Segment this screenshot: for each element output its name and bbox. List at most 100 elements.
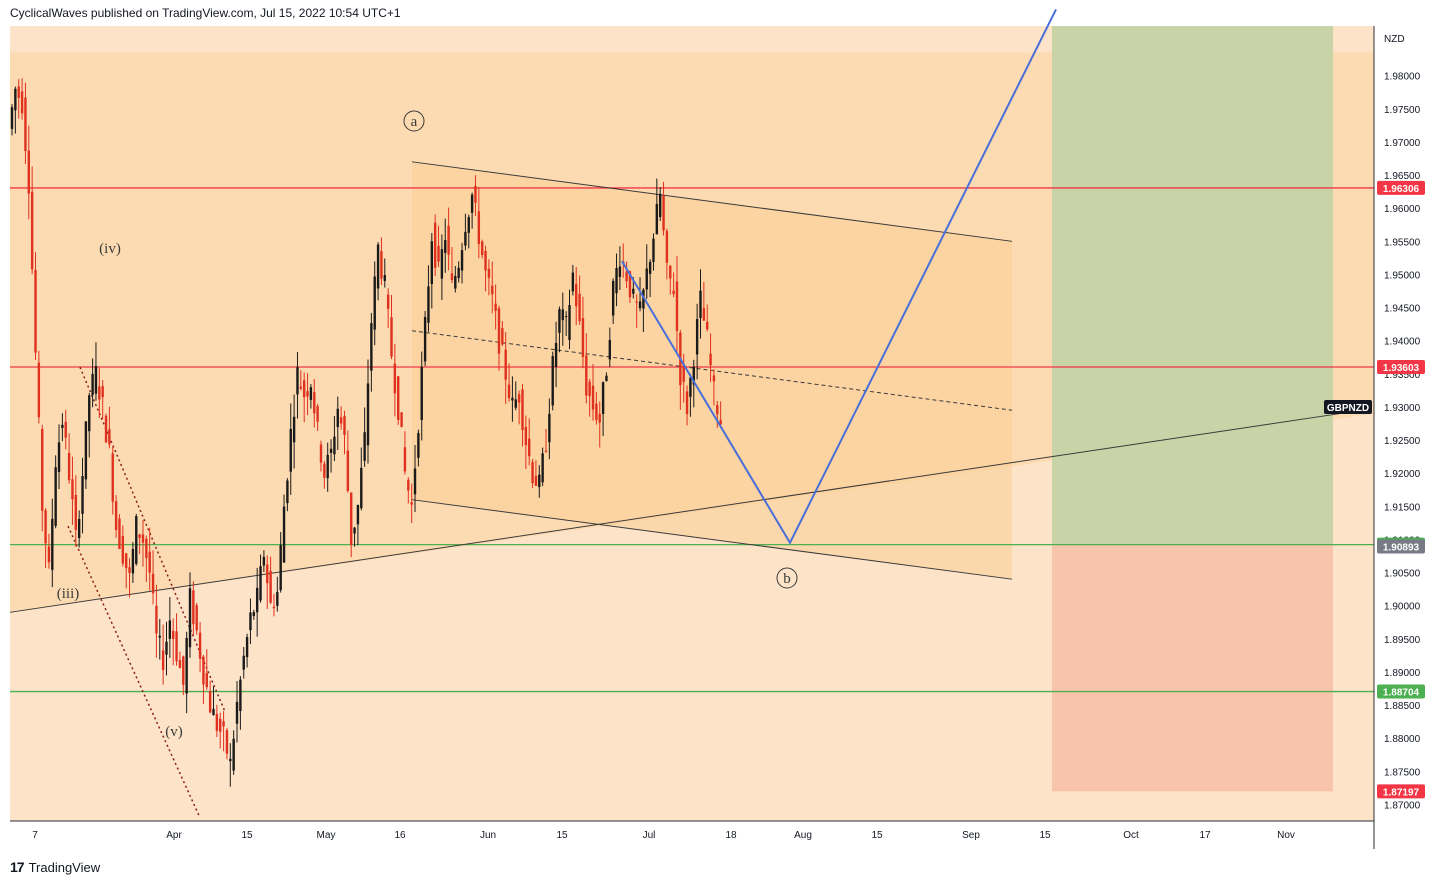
brand-name: TradingView [28, 859, 101, 875]
candle-body [561, 309, 564, 321]
price-badge [1377, 784, 1425, 799]
candle-body [558, 309, 561, 333]
candle-body [417, 433, 420, 458]
candle-body [531, 462, 534, 484]
candle-body [64, 421, 67, 438]
price-tick-label: 1.92000 [1384, 469, 1421, 480]
candle-body [628, 271, 632, 298]
candle-body [474, 185, 477, 203]
candle-body [692, 366, 695, 385]
candle-body [262, 556, 266, 566]
candle-body [632, 288, 635, 294]
candle-body [380, 251, 383, 279]
candle-body [286, 480, 289, 504]
candle-body [202, 656, 205, 685]
candle-body [44, 510, 47, 544]
candle-body [712, 375, 716, 382]
candle-body [575, 283, 578, 307]
candle-body [360, 467, 363, 509]
price-tick-label: 1.90000 [1384, 602, 1421, 613]
price-tick-label: 1.92500 [1384, 436, 1421, 447]
candle-body [595, 403, 598, 421]
candle-body [292, 416, 296, 443]
time-tick-label: 15 [556, 830, 568, 841]
currency-label: NZD [1384, 34, 1405, 45]
candle-body [302, 380, 306, 398]
projection-path [621, 8, 1057, 545]
candle-body [235, 701, 239, 724]
candle-body [14, 88, 17, 111]
time-axis[interactable]: 7 Apr 15 May 16 Jun 15 Jul 18 Aug 15 Sep 15 Oct 17 Nov [10, 820, 1374, 841]
time-tick-label: Jun [480, 830, 496, 841]
price-tick-label: 1.94000 [1384, 337, 1421, 348]
candle-body [524, 426, 528, 446]
candle-body [242, 655, 245, 670]
candle-body [108, 429, 111, 445]
candle-body [339, 417, 343, 424]
candle-body [615, 267, 618, 294]
time-tick-label: May [317, 830, 336, 841]
candle-body [269, 570, 272, 603]
candle-body [299, 386, 303, 389]
candle-body [178, 660, 182, 668]
channel-upper-line [411, 161, 1013, 242]
profit-zone [1052, 26, 1333, 545]
price-tick-label: 1.93500 [1384, 370, 1421, 381]
wave-circle [776, 567, 798, 589]
symbol-badge [1324, 399, 1372, 414]
channel-mid-line [411, 330, 1013, 411]
candle-body [329, 448, 333, 453]
candle-body [215, 714, 219, 731]
time-tick-label: 15 [241, 830, 253, 841]
tradingview-brand[interactable]: 17 TradingView [10, 858, 100, 876]
candle-body [501, 328, 504, 345]
price-badge [1377, 359, 1425, 374]
candle-body [57, 442, 61, 472]
candle-body [685, 391, 689, 415]
candle-body [27, 150, 30, 194]
price-axis[interactable]: NZD 1.98000 1.97500 1.97000 1.96500 1.96000 1.… [1373, 26, 1421, 849]
position-zones [1052, 26, 1333, 792]
candle-body [212, 708, 215, 715]
candle-body [74, 495, 78, 530]
candle-body [370, 323, 373, 371]
candle-body [148, 551, 151, 573]
candle-body [84, 421, 88, 480]
candle-body [591, 385, 595, 410]
candle-body [444, 240, 447, 253]
candle-body [655, 204, 659, 235]
candle-body [491, 285, 494, 295]
candle-body [548, 413, 551, 443]
projection-line [621, 8, 1057, 545]
candle-body [568, 305, 571, 341]
wave-label: (v) [165, 724, 183, 740]
candle-body [410, 502, 413, 505]
candle-body [648, 261, 652, 274]
candle-body [138, 534, 141, 539]
candle-body [652, 238, 655, 262]
candle-body [363, 432, 366, 461]
candle-body [195, 605, 198, 631]
candle-body [450, 273, 454, 281]
candle-body [225, 730, 229, 754]
wave-label: a [411, 114, 418, 130]
price-tick-label: 1.87000 [1384, 800, 1421, 811]
candle-body [642, 289, 645, 309]
candle-body [383, 275, 386, 281]
candle-body [151, 573, 155, 594]
candle-body [161, 650, 165, 670]
candle-body [588, 381, 591, 397]
candle-body [208, 691, 212, 713]
candle-body [259, 566, 262, 601]
candle-body [309, 387, 313, 400]
symbol-badge-label: GBPNZD [1327, 403, 1369, 414]
candle-body [551, 356, 554, 406]
candle-body [175, 631, 178, 662]
candle-body [104, 415, 108, 443]
candle-body [373, 276, 376, 330]
time-tick-label: Apr [166, 830, 182, 841]
candle-body [564, 316, 568, 318]
price-badge-label: 1.96306 [1383, 184, 1420, 195]
candle-body [10, 107, 14, 129]
